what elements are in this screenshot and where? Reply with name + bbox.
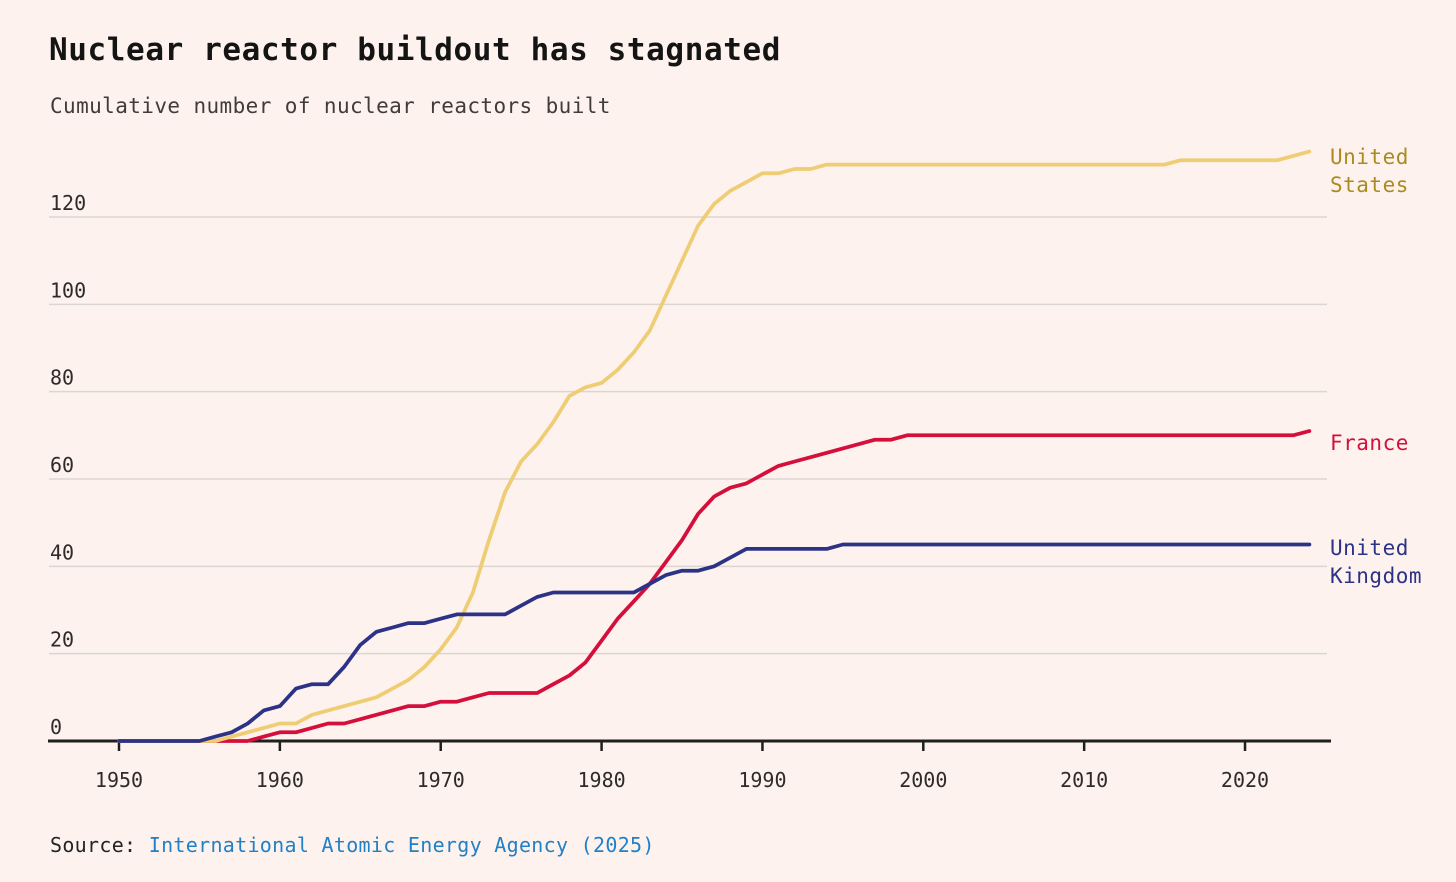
series-line-united-kingdom [117,542,1312,743]
y-tick-label: 80 [50,366,74,390]
y-tick-label: 100 [50,278,86,302]
series-label-line: States [1330,173,1409,197]
series-label-united-states: United States [1330,143,1409,199]
page-title: Nuclear reactor buildout has stagnated [49,32,782,68]
x-tick-label: 1950 [95,768,143,792]
y-tick-label: 0 [50,715,62,739]
series-line-france [117,429,1312,743]
series-label-united-kingdom: United Kingdom [1330,534,1422,590]
y-tick-label: 60 [50,453,74,477]
x-tick-label: 1960 [256,768,304,792]
source-row: Source: International Atomic Energy Agen… [50,833,655,857]
x-tick-label: 2000 [899,768,947,792]
series-label-france: France [1330,429,1409,457]
x-tick-label: 1970 [417,768,465,792]
x-tick-label: 1980 [577,768,625,792]
source-link[interactable]: International Atomic Energy Agency (2025… [148,833,655,857]
source-label: Source: [50,833,137,857]
series-label-line: United [1330,536,1409,560]
series-label-line: United [1330,145,1409,169]
page-subtitle: Cumulative number of nuclear reactors bu… [50,94,611,118]
series-label-line: Kingdom [1330,564,1423,588]
y-tick-label: 20 [50,628,74,652]
x-tick-label: 2010 [1060,768,1108,792]
x-tick-label: 1990 [738,768,786,792]
x-tick-label: 2020 [1221,768,1269,792]
y-tick-label: 40 [50,540,74,564]
series-label-line: France [1330,431,1409,455]
series-line-united-states [117,149,1312,743]
y-tick-label: 120 [50,191,86,215]
